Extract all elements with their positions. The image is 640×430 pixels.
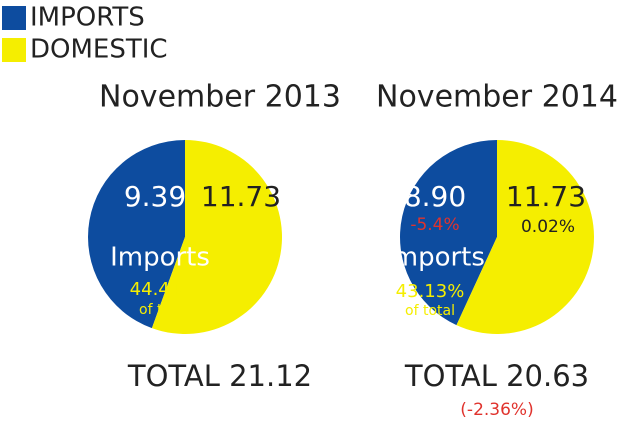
share-note: of total	[139, 302, 189, 318]
share-label: 44.44%	[130, 279, 199, 300]
value-label: 9.39	[124, 180, 186, 213]
legend-label: IMPORTS	[30, 3, 145, 33]
change-label: 0.02%	[521, 217, 575, 237]
share-note: of total	[405, 303, 455, 319]
total-label: TOTAL 20.63	[404, 359, 589, 393]
value-label: 11.73	[506, 180, 586, 213]
legend-label: DOMESTIC	[30, 35, 168, 65]
pie-slice	[400, 140, 497, 326]
value-label: 8.90	[404, 180, 466, 213]
legend-swatch	[2, 38, 26, 62]
pie-title: November 2013	[99, 80, 341, 115]
total-label: TOTAL 21.12	[127, 359, 312, 393]
pie-slice	[456, 140, 595, 334]
imports-label: Imports	[385, 243, 485, 273]
imports-label: Imports	[110, 243, 210, 273]
change-label: -5.4%	[410, 215, 459, 235]
pie-slice	[87, 140, 185, 329]
value-label: 11.73	[201, 180, 281, 213]
share-label: 43.13%	[396, 281, 465, 302]
legend-swatch	[2, 6, 26, 30]
pie-slice	[151, 140, 282, 334]
total-change: (-2.36%)	[460, 400, 533, 420]
pie-title: November 2014	[376, 80, 618, 115]
